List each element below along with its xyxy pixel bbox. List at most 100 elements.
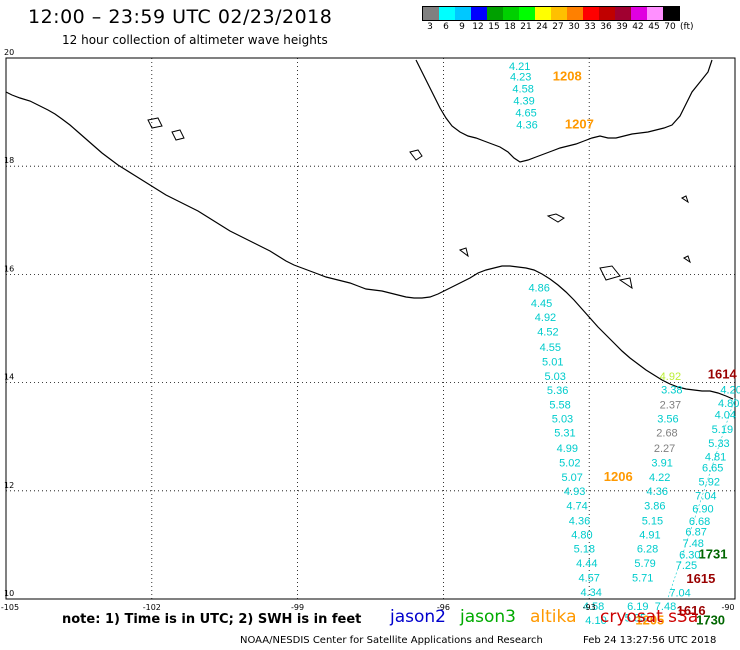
- wave-height-label: 4.36: [647, 486, 668, 498]
- wave-height-label: 4.57: [579, 573, 600, 585]
- scale-swatch: [583, 7, 599, 20]
- scale-label: 24: [536, 22, 548, 32]
- pass-time-label: 1207: [565, 116, 594, 131]
- wave-height-color-scale: [422, 6, 680, 21]
- wave-height-label: 4.92: [535, 312, 556, 324]
- wave-height-label: 5.71: [632, 573, 653, 585]
- pass-time-label: 1615: [686, 571, 715, 586]
- satellite-legend-cryosat-s3a: cryosat s3a: [600, 607, 699, 627]
- scale-swatch: [663, 7, 679, 20]
- pass-time-label: 1206: [604, 469, 633, 484]
- lat-tick-label: 10: [4, 589, 14, 598]
- track-value-labels: 4.214.234.584.394.654.36120812074.864.45…: [509, 61, 740, 628]
- satellite-track-east: [667, 397, 736, 599]
- coastline-gulf: [415, 59, 713, 163]
- scale-label: 30: [568, 22, 580, 32]
- wave-height-label: 5.19: [712, 424, 733, 436]
- wave-height-label: 6.65: [702, 462, 723, 474]
- wave-height-label: 4.10: [585, 615, 606, 627]
- satellite-legend-jason3: jason3: [460, 607, 516, 627]
- lon-tick-label: -99: [291, 603, 304, 612]
- wave-height-label: 5.92: [699, 476, 720, 488]
- wave-height-label: 4.74: [566, 501, 587, 513]
- wave-height-label: 7.04: [669, 587, 690, 599]
- scale-swatch: [599, 7, 615, 20]
- lat-lon-grid: [6, 58, 735, 599]
- wave-height-label: 7.25: [676, 560, 697, 572]
- wave-height-label: 4.39: [513, 96, 534, 108]
- scale-swatch: [519, 7, 535, 20]
- lon-tick-label: -96: [437, 603, 450, 612]
- scale-label: 9: [459, 22, 465, 32]
- map-subtitle: 12 hour collection of altimeter wave hei…: [62, 33, 328, 47]
- wave-height-label: 6.30: [679, 549, 700, 561]
- wave-height-label: 5.07: [561, 472, 582, 484]
- scale-swatch: [615, 7, 631, 20]
- scale-swatch: [631, 7, 647, 20]
- scale-label: 45: [648, 22, 660, 32]
- scale-swatch: [551, 7, 567, 20]
- wave-height-label: 4.44: [576, 558, 597, 570]
- wave-height-label: 4.91: [639, 529, 660, 541]
- wave-height-label: 5.01: [542, 356, 563, 368]
- wave-height-label: 5.85: [625, 613, 646, 625]
- wave-height-label: 5.58: [549, 400, 570, 412]
- wave-height-label: 4.20: [720, 384, 740, 396]
- wave-height-label: 6.90: [692, 503, 713, 515]
- wave-height-label: 4.58: [512, 84, 533, 96]
- lat-tick-label: 20: [4, 48, 14, 57]
- pass-time-label: 1614: [708, 366, 738, 381]
- lat-tick-label: 18: [4, 156, 14, 165]
- lon-tick-label: -105: [1, 603, 19, 612]
- wave-height-label: 3.91: [651, 457, 672, 469]
- scale-swatch: [567, 7, 583, 20]
- map-title: 12:00 – 23:59 UTC 02/23/2018: [28, 6, 333, 28]
- pass-time-label: 1731: [699, 546, 728, 561]
- footer-note: note: 1) Time is in UTC; 2) SWH is in fe…: [62, 612, 362, 627]
- scale-swatch: [455, 7, 471, 20]
- lat-tick-label: 14: [4, 373, 14, 382]
- lat-tick-label: 12: [4, 481, 14, 490]
- pass-time-label: 1616: [677, 603, 706, 618]
- scale-label: 3: [427, 22, 433, 32]
- wave-height-label: 5.79: [634, 558, 655, 570]
- wave-height-label: 3.86: [644, 501, 665, 513]
- wave-height-label: 4.45: [531, 298, 552, 310]
- credit-timestamp: Feb 24 13:27:56 UTC 2018: [583, 635, 717, 646]
- color-scale-labels: 3 6 9 12 15 18 21 24 27 30 33 36 39 42 45 70 (ft): [422, 22, 693, 32]
- wave-height-label: 4.65: [515, 107, 536, 119]
- scale-label: 18: [504, 22, 516, 32]
- wave-height-label: 4.04: [715, 409, 736, 421]
- wave-height-label: 5.36: [547, 385, 568, 397]
- satellite-legend-jason2: jason2: [390, 607, 446, 627]
- wave-height-label: 5.02: [559, 457, 580, 469]
- wave-height-label: 7.04: [695, 490, 716, 502]
- wave-height-label: 5.03: [552, 414, 573, 426]
- wave-height-label: 4.86: [528, 283, 549, 295]
- wave-height-label: 4.55: [540, 342, 561, 354]
- wave-height-label: 5.15: [642, 515, 663, 527]
- wave-height-label: 7.48: [683, 538, 704, 550]
- wave-height-label: 4.81: [705, 452, 726, 464]
- scale-label: 6: [443, 22, 449, 32]
- wave-height-label: 6.19: [627, 601, 648, 613]
- wave-height-label: 5.31: [554, 428, 575, 440]
- wave-height-label: 5.18: [574, 543, 595, 555]
- scale-label: 39: [616, 22, 628, 32]
- wave-height-label: 5.33: [708, 438, 729, 450]
- wave-height-label: 4.99: [557, 443, 578, 455]
- scale-label: 21: [520, 22, 532, 32]
- lat-tick-label: 16: [4, 264, 14, 273]
- wave-height-label: 4.22: [649, 472, 670, 484]
- coastline: [5, 91, 734, 400]
- lon-tick-label: -93: [583, 603, 596, 612]
- scale-swatch: [535, 7, 551, 20]
- wave-height-label: 5.03: [544, 371, 565, 383]
- wave-height-label: 4.93: [564, 486, 585, 498]
- wave-height-label: 7.48: [655, 601, 676, 613]
- scale-swatch: [471, 7, 487, 20]
- wave-height-label: 6.87: [685, 527, 706, 539]
- wave-height-label: 4.80: [718, 398, 739, 410]
- scale-swatch: [439, 7, 455, 20]
